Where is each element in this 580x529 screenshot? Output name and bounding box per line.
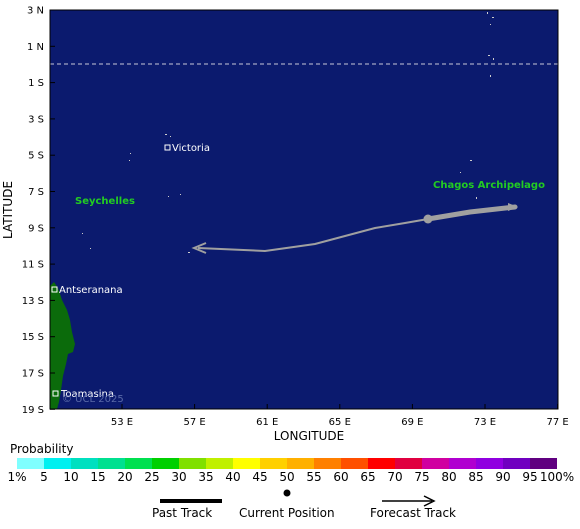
probability-color-swatch [71,458,98,469]
map: Victoria Antseranana Toamasina Seychelle… [1,6,569,441]
longitude-tick-label: 73 E [474,417,496,428]
x-axis-title: LONGITUDE [274,429,344,440]
probability-tick-label: 95 [522,470,538,484]
probability-color-swatch [233,458,260,469]
longitude-tick-label: 57 E [183,417,205,428]
probability-color-swatch [368,458,395,469]
probability-color-swatch [206,458,233,469]
probability-color-swatch [341,458,368,469]
probability-color-swatch [449,458,476,469]
probability-color-swatch [395,458,422,469]
probability-tick-label: 10 [63,470,79,484]
probability-color-swatch [530,458,557,469]
y-axis-title: LATITUDE [1,181,15,239]
probability-tick-label: 65 [360,470,376,484]
latitude-tick-label: 9 S [28,223,44,234]
probability-tick-label: 30 [171,470,187,484]
probability-tick-label: 45 [252,470,268,484]
probability-tick-labels: 1% 5 10 15 20 25 30 35 40 45 50 55 60 65 70 75 80 85 90 95 1… [0,470,580,484]
toamasina-marker [52,390,59,397]
toamasina-label: Toamasina [60,389,114,400]
probability-tick-label: 50 [279,470,295,484]
forecast-track [197,218,429,253]
latitude-tick-label: 5 S [28,151,44,162]
probability-color-swatch [179,458,206,469]
latitude-tick-label: 15 S [22,332,44,343]
probability-tick-label: 55 [306,470,322,484]
probability-tick-label: 15 [90,470,106,484]
forecast-track-arrowhead [191,242,207,254]
probability-tick-label: 35 [198,470,214,484]
probability-tick-label: 100% [539,470,575,484]
probability-color-swatch [287,458,314,469]
probability-color-swatch [260,458,287,469]
probability-color-swatch [503,458,530,469]
latitude-tick-label: 11 S [22,260,44,271]
latitude-tick-label: 3 S [28,114,44,125]
probability-color-swatch [17,458,44,469]
past-track-key-label: Past Track [152,506,213,520]
victoria-label: Victoria [172,143,210,154]
antseranana-marker [51,286,58,293]
victoria-marker [164,144,171,151]
islands [82,12,494,253]
chagos-label: Chagos Archipelago [433,180,545,191]
probability-tick-label: 85 [468,470,484,484]
longitude-tick-label: 77 E [546,417,568,428]
probability-color-swatch [98,458,125,469]
probability-tick-label: 70 [387,470,403,484]
latitude-tick-label: 3 N [27,6,44,17]
probability-tick-label: 90 [495,470,511,484]
latitude-tick-label: 1 S [28,78,44,89]
forecast-track-key-arrowhead [423,495,436,507]
probability-color-swatch [314,458,341,469]
latitude-ticks: 3 N 1 N 1 S 3 S 5 S 7 S 9 S 11 S 13 S 15 S 17 S 19 … [22,6,55,416]
longitude-ticks: 53 E 57 E 61 E 65 E 69 E 73 E 77 E [111,404,569,428]
probability-color-swatch [152,458,179,469]
copyright-text: © UCL 2025 [62,394,124,405]
probability-tick-label: 25 [144,470,160,484]
probability-tick-label: 80 [441,470,457,484]
antseranana-label: Antseranana [59,285,123,296]
latitude-tick-label: 7 S [28,187,44,198]
probability-color-scale [17,458,557,469]
probability-color-swatch [422,458,449,469]
probability-tick-label: 75 [414,470,430,484]
probability-color-swatch [125,458,152,469]
madagascar-land [50,282,75,409]
longitude-tick-label: 69 E [401,417,423,428]
longitude-tick-label: 53 E [111,417,133,428]
probability-title: Probability [10,442,74,456]
probability-tick-label: 60 [333,470,349,484]
seychelles-label: Seychelles [75,196,135,207]
probability-color-swatch [476,458,503,469]
forecast-track-key-label: Forecast Track [370,506,456,520]
map-frame [49,9,559,410]
probability-tick-label: 1% [7,470,27,484]
probability-tick-label: 20 [117,470,133,484]
latitude-tick-label: 13 S [22,296,44,307]
latitude-tick-label: 17 S [22,369,44,380]
probability-tick-label: 5 [40,470,48,484]
current-position-key-dot [283,489,291,497]
longitude-tick-label: 65 E [329,417,351,428]
current-position-key-label: Current Position [239,506,335,520]
past-track [425,204,518,222]
past-track-arrowhead [508,203,518,211]
track-key-symbols [160,489,436,507]
probability-color-swatch [44,458,71,469]
latitude-tick-label: 1 N [27,42,44,53]
latitude-tick-label: 19 S [22,405,44,416]
probability-tick-label: 40 [225,470,241,484]
longitude-tick-label: 61 E [256,417,278,428]
